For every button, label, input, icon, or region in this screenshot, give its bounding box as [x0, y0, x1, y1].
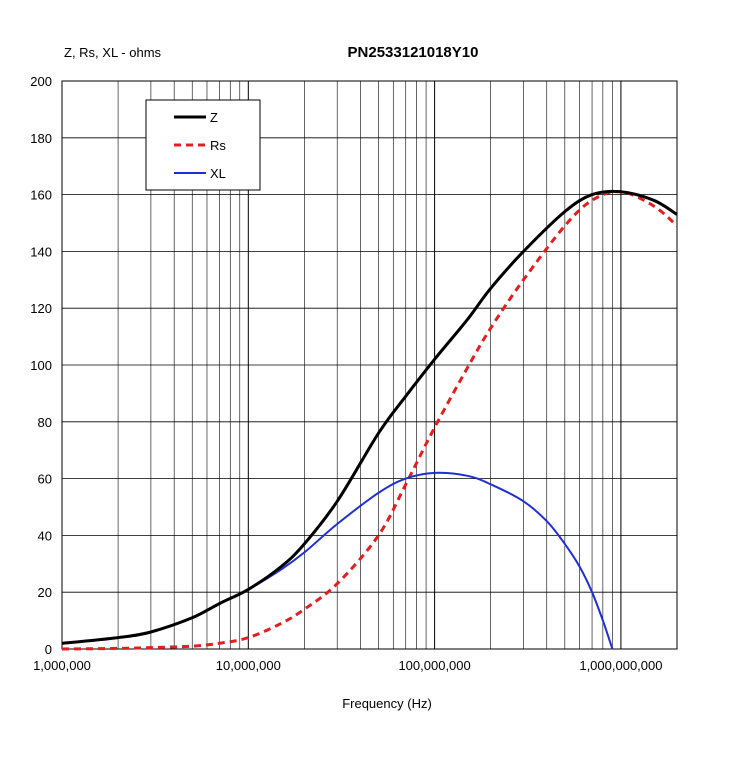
- y-tick-label: 100: [30, 358, 52, 373]
- x-tick-label: 1,000,000: [33, 658, 91, 673]
- y-tick-label: 60: [38, 472, 52, 487]
- series-layer: [61, 189, 678, 651]
- tick-labels: 0 20 40 60 80 100 120 140 160 180 200 1,000,000 10,0…: [30, 74, 662, 673]
- y-tick-label: 160: [30, 188, 52, 203]
- y-tick-label: 180: [30, 131, 52, 146]
- y-tick-label: 120: [30, 301, 52, 316]
- y-tick-label: 80: [38, 415, 52, 430]
- y-tick-label: 140: [30, 244, 52, 259]
- series-line-z: [61, 189, 678, 645]
- legend-label-rs: Rs: [210, 138, 226, 153]
- legend: Z Rs XL: [145, 99, 261, 191]
- chart-title: PN2533121018Y10: [348, 44, 479, 61]
- x-axis-label: Frequency (Hz): [342, 696, 432, 711]
- y-tick-label: 0: [45, 642, 52, 657]
- grid: [61, 80, 678, 650]
- legend-label-xl: XL: [210, 166, 226, 181]
- y-tick-label: 200: [30, 74, 52, 89]
- x-tick-label: 100,000,000: [398, 658, 470, 673]
- x-tick-label: 10,000,000: [216, 658, 281, 673]
- legend-label-z: Z: [210, 110, 218, 125]
- series-line-rs: [61, 190, 678, 651]
- y-tick-label: 20: [38, 585, 52, 600]
- y-axis-label: Z, Rs, XL - ohms: [64, 45, 162, 60]
- y-tick-label: 40: [38, 528, 52, 543]
- x-tick-label: 1,000,000,000: [579, 658, 662, 673]
